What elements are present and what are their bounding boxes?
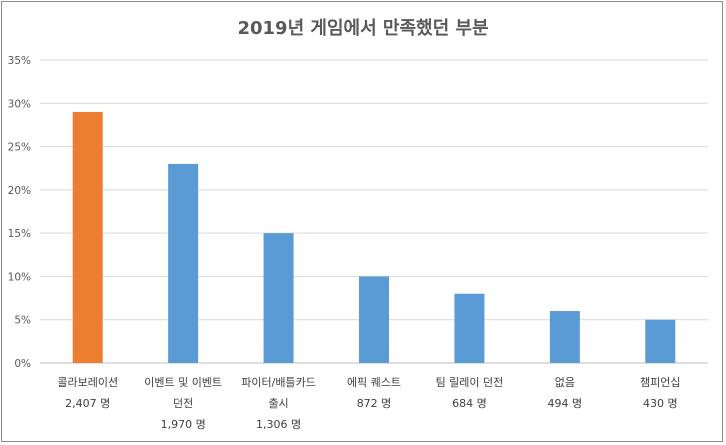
y-tick-label: 35%: [8, 55, 31, 67]
category-count-label: 1,970 명: [161, 418, 206, 431]
category-count-label: 684 명: [452, 397, 487, 410]
category-count-label: 2,407 명: [65, 397, 110, 410]
category-label: 팀 릴레이 던전: [436, 376, 504, 389]
y-tick-label: 5%: [14, 315, 31, 327]
category-count-label: 1,306 명: [256, 418, 301, 431]
bar: [359, 276, 389, 363]
category-label: 이벤트 및 이벤트: [144, 376, 222, 389]
bar: [549, 311, 580, 363]
category-count-label: 494 명: [548, 397, 583, 410]
bar: [263, 233, 294, 363]
category-label: 없음: [555, 376, 575, 389]
bars: [72, 111, 676, 363]
category-label: 챔피언십: [640, 376, 680, 389]
bar: [645, 319, 676, 363]
chart-title: 2019년 게임에서 만족했던 부분: [237, 18, 489, 39]
category-label: 던전: [173, 397, 193, 410]
category-label: 에픽 퀘스트: [347, 376, 401, 389]
category-label: 콜라보레이션: [57, 376, 118, 389]
bar: [168, 163, 199, 363]
bar: [72, 111, 103, 363]
y-tick-label: 15%: [8, 228, 31, 240]
category-count-label: 872 명: [357, 397, 392, 410]
y-tick-label: 25%: [8, 142, 31, 154]
y-tick-label: 0%: [14, 358, 31, 370]
category-label: 파이터/배틀카드: [241, 376, 316, 389]
y-tick-label: 30%: [8, 98, 31, 110]
bar: [454, 293, 485, 363]
y-tick-label: 20%: [8, 185, 31, 197]
category-count-label: 430 명: [643, 397, 678, 410]
category-label: 출시: [268, 397, 288, 410]
y-tick-label: 10%: [8, 271, 31, 283]
y-axis-labels: 0% 5% 10% 15% 20% 25% 30% 35%: [8, 55, 31, 370]
